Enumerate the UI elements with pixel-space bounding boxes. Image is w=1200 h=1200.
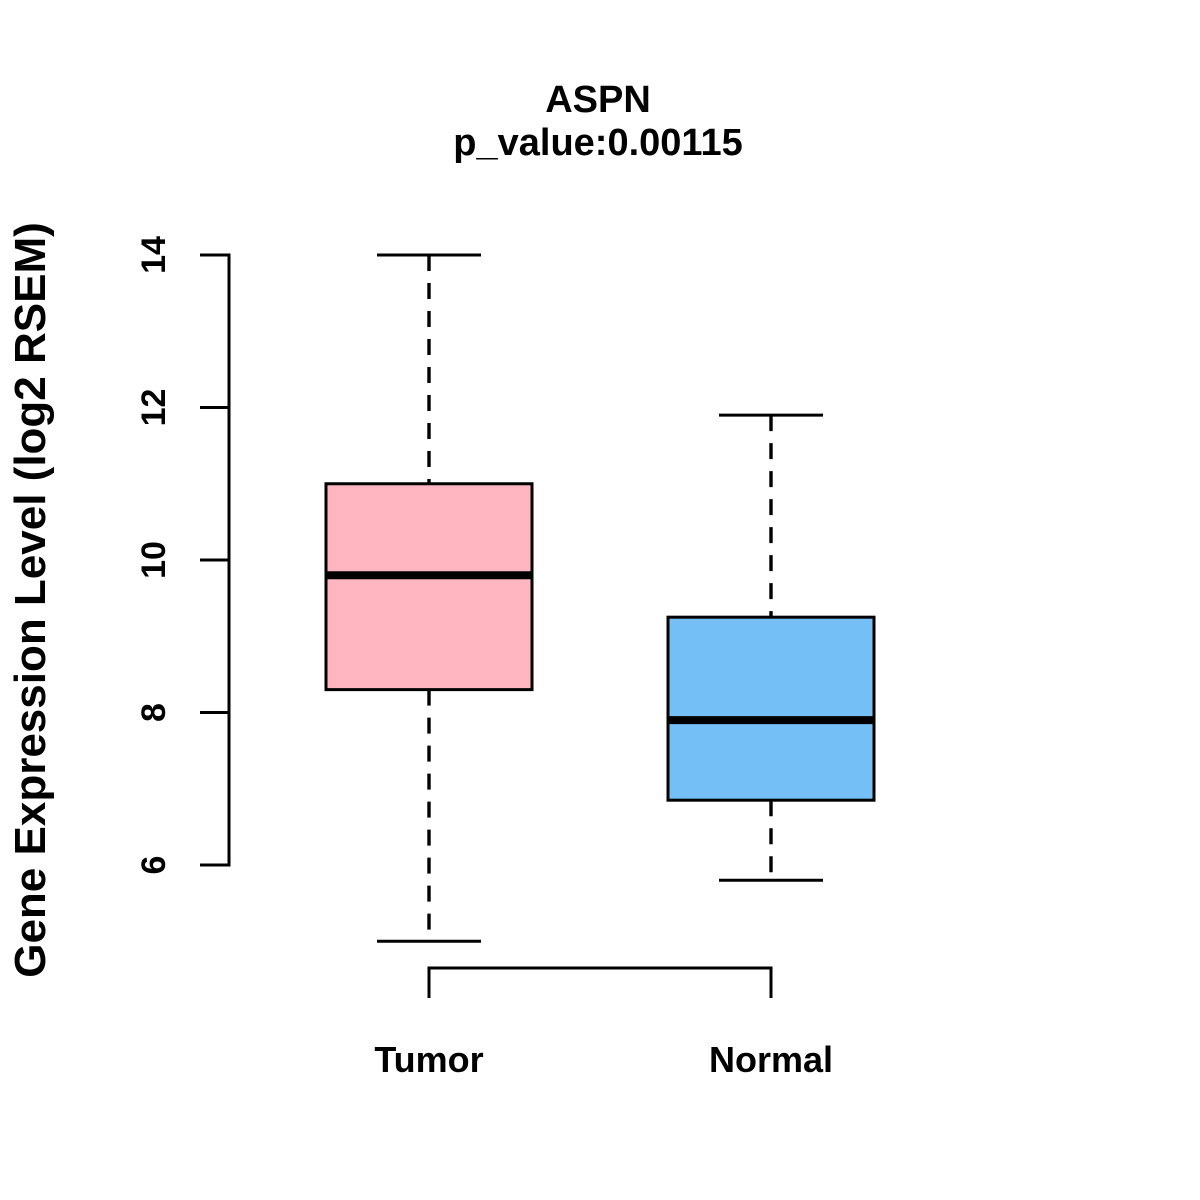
y-axis-tick-label: 8 — [135, 703, 173, 722]
x-axis-label-normal: Normal — [709, 1039, 833, 1080]
chart-title: ASPN — [545, 79, 651, 121]
y-axis-tick-label: 10 — [135, 541, 173, 579]
box-tumor — [324, 482, 534, 692]
y-axis-label: Gene Expression Level (log2 RSEM) — [6, 222, 55, 978]
x-axis-label-tumor: Tumor — [374, 1039, 483, 1080]
chart-subtitle: p_value:0.00115 — [453, 122, 742, 164]
y-axis-tick-label: 6 — [135, 856, 173, 875]
box-normal — [666, 615, 876, 802]
y-axis-tick-label: 12 — [135, 389, 173, 427]
x-axis-bracket — [427, 966, 773, 998]
y-axis-tick-label: 14 — [135, 236, 173, 274]
